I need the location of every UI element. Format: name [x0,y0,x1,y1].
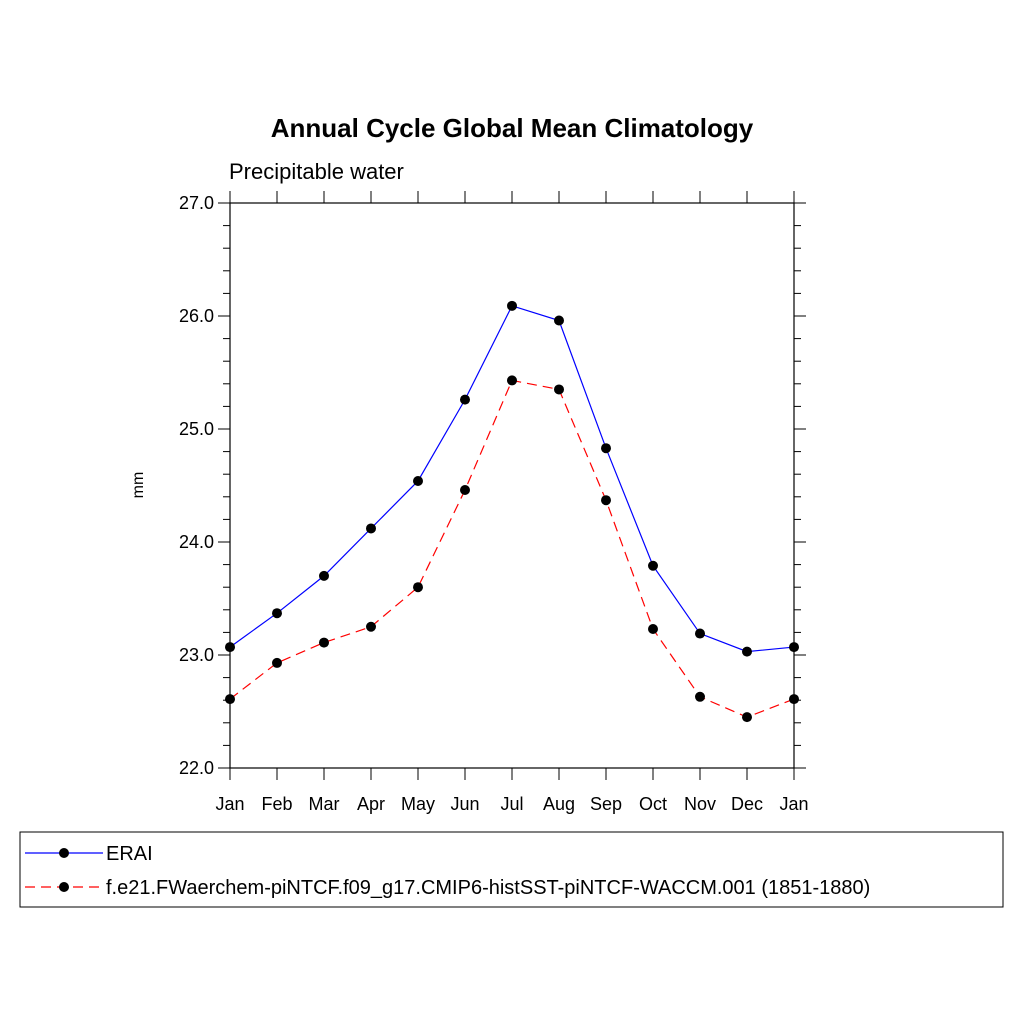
x-tick-label: Feb [261,794,292,814]
data-point-series-1 [695,628,705,639]
legend: ERAI f.e21.FWaerchem-piNTCF.f09_g17.CMIP6… [19,831,1004,908]
y-tick-label: 22.0 [179,758,214,778]
series-markers [225,300,799,723]
x-tick-label: Mar [309,794,340,814]
data-point-series-2 [460,485,470,496]
chart-subtitle: Precipitable water [229,159,404,184]
legend-marker-1 [59,848,69,858]
data-point-series-2 [554,384,564,395]
y-tick-label: 23.0 [179,645,214,665]
series-line-2 [229,379,795,718]
data-point-series-2 [742,712,752,723]
data-point-series-2 [648,624,658,635]
data-point-series-1 [460,394,470,405]
x-tick-label: Sep [590,794,622,814]
data-point-series-2 [366,621,376,632]
data-point-series-2 [272,657,282,668]
series-line-1 [229,305,795,653]
y-tick-label: 25.0 [179,419,214,439]
chart-title: Annual Cycle Global Mean Climatology [271,113,754,143]
data-point-series-1 [366,523,376,534]
plot-frame [229,202,795,769]
x-tick-label: Jun [450,794,479,814]
x-tick-label: Jan [215,794,244,814]
legend-marker-2 [59,882,69,892]
y-tick-label: 24.0 [179,532,214,552]
y-tick-label: 26.0 [179,306,214,326]
data-point-series-1 [648,560,658,571]
data-point-series-1 [742,646,752,657]
legend-label-2: f.e21.FWaerchem-piNTCF.f09_g17.CMIP6-his… [106,877,870,899]
x-tick-label: Apr [357,794,385,814]
data-point-series-2 [413,582,423,593]
x-tick-label: Dec [731,794,763,814]
data-point-series-2 [695,691,705,702]
data-point-series-1 [507,300,517,311]
legend-items: ERAI f.e21.FWaerchem-piNTCF.f09_g17.CMIP6… [25,843,870,899]
series-lines [229,305,795,718]
x-tick-label: Jul [500,794,523,814]
data-point-series-2 [319,637,329,648]
x-tick-label: Aug [543,794,575,814]
x-tick-label: Nov [684,794,716,814]
x-tick-label: Oct [639,794,667,814]
y-tick-label: 27.0 [179,193,214,213]
y-axis-label: mm [130,472,147,499]
legend-label-1: ERAI [106,843,153,865]
data-point-series-2 [507,375,517,386]
data-point-series-1 [601,443,611,454]
legend-box [19,831,1004,908]
axis-ticks: 22.0 23.0 24.0 25.0 26.0 27.0 Jan Feb Mar Apr May J… [179,191,809,814]
data-point-series-1 [272,608,282,619]
data-point-series-2 [601,495,611,506]
data-point-series-1 [413,475,423,486]
x-tick-label: Jan [779,794,808,814]
x-tick-label: May [401,794,435,814]
data-point-series-1 [554,315,564,326]
data-point-series-1 [319,570,329,581]
